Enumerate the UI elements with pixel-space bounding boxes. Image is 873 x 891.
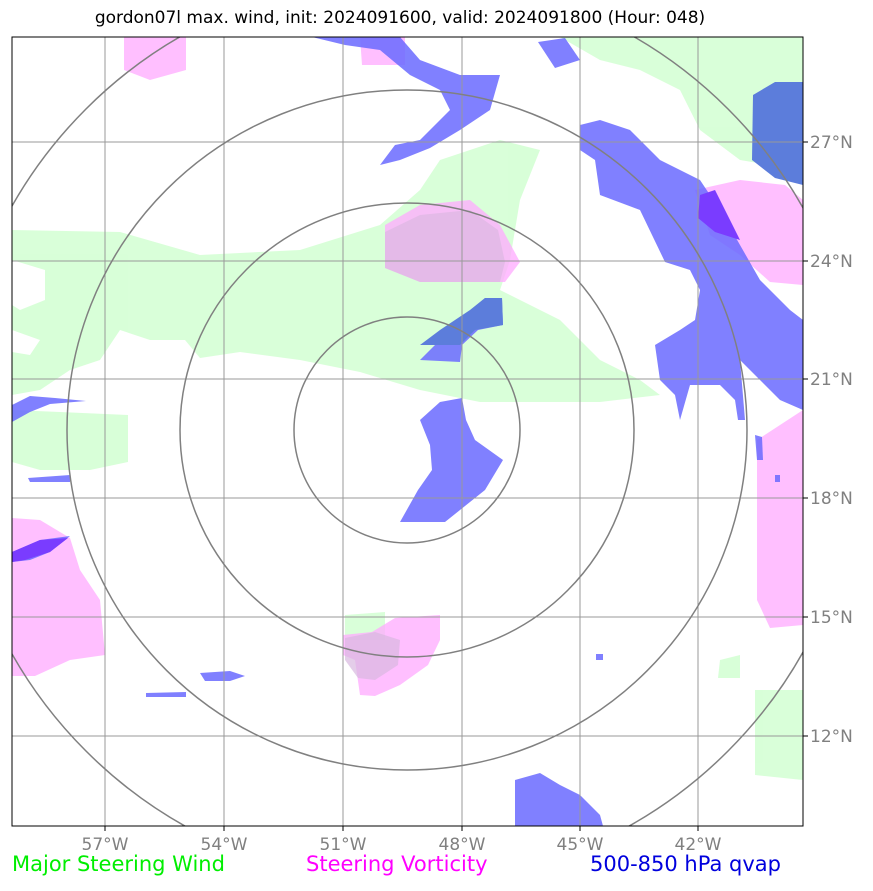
legend-steering-vorticity: Steering Vorticity <box>306 852 488 876</box>
lon-label: 51°W <box>320 835 367 855</box>
legend-steering-wind: Major Steering Wind <box>12 852 225 876</box>
lon-label: 54°W <box>201 835 248 855</box>
lon-label: 48°W <box>439 835 486 855</box>
range-rings <box>12 37 803 826</box>
legend-qvap: 500-850 hPa qvap <box>590 852 781 876</box>
lon-label: 57°W <box>82 835 129 855</box>
steering-wind-field <box>12 37 803 780</box>
lat-label: 15°N <box>810 608 853 628</box>
lat-label: 27°N <box>810 133 853 153</box>
lon-label: 42°W <box>675 835 722 855</box>
lat-label: 18°N <box>810 489 853 509</box>
lat-label: 21°N <box>810 370 853 390</box>
map-graticule <box>12 37 803 826</box>
map-title: gordon07l max. wind, init: 2024091600, v… <box>94 8 706 28</box>
lat-label: 12°N <box>810 727 853 747</box>
lon-label: 45°W <box>557 835 604 855</box>
lat-label: 24°N <box>810 252 853 272</box>
